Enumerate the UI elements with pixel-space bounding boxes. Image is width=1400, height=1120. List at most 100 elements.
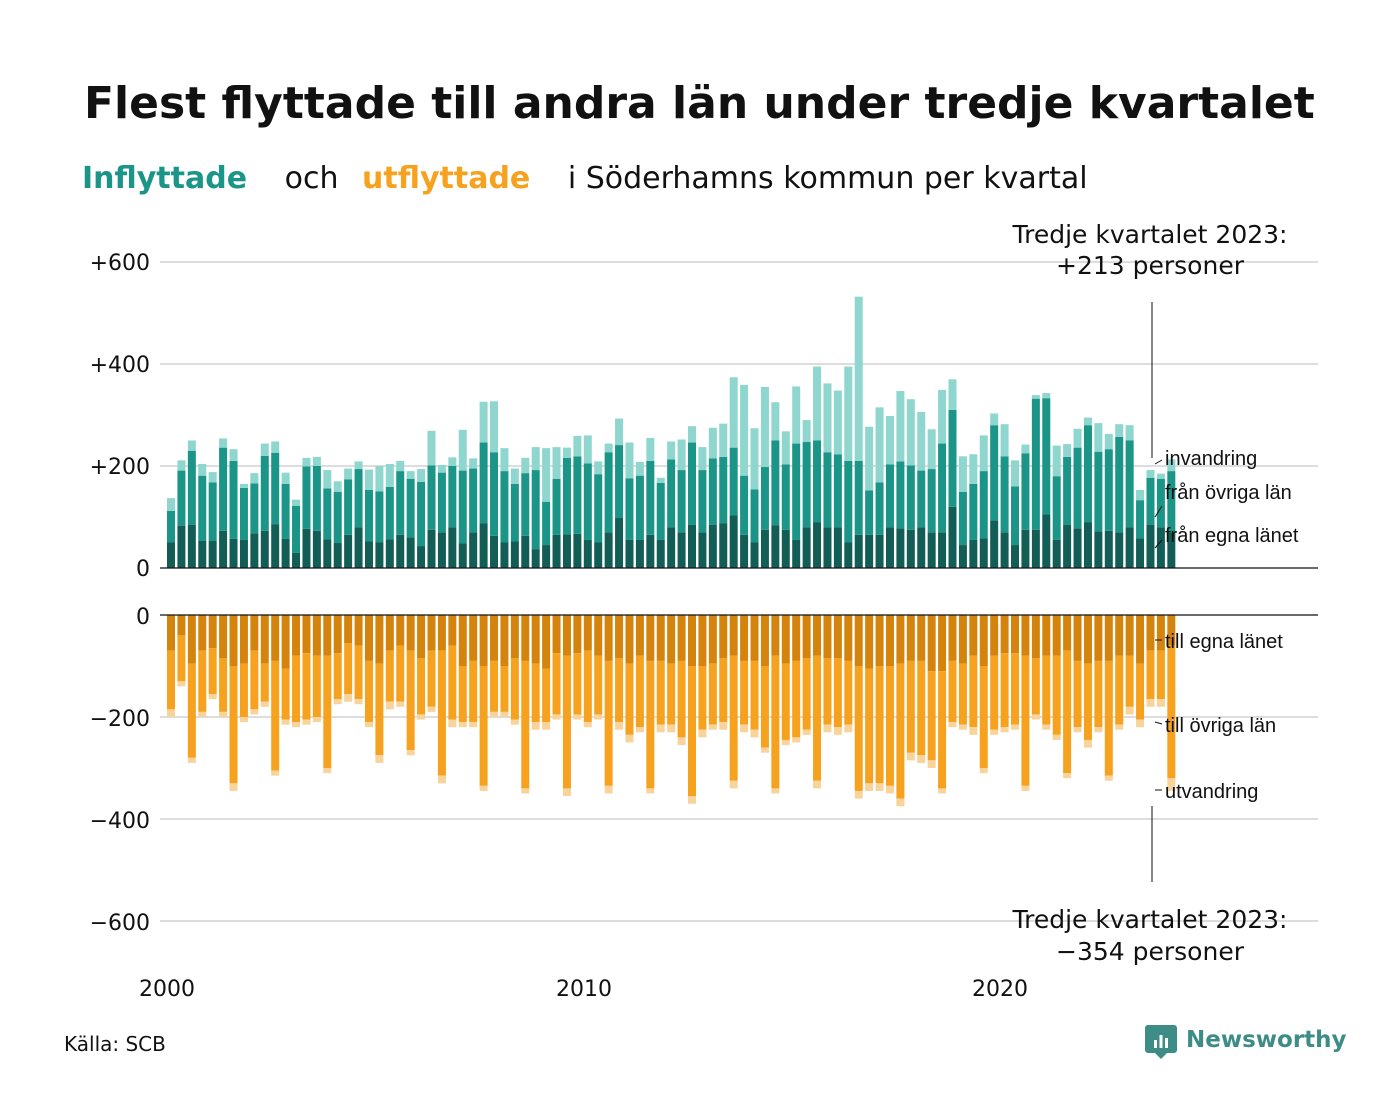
bar-outflow-till-egna-länet bbox=[396, 615, 405, 646]
bar-inflow-från-egna-länet bbox=[729, 515, 738, 568]
bar-outflow-till-egna-länet bbox=[1042, 615, 1051, 656]
bar-outflow-till-övriga-län bbox=[594, 655, 603, 715]
bar-inflow-från-egna-länet bbox=[1167, 532, 1176, 568]
bar-inflow-från-övriga-län bbox=[323, 488, 332, 540]
bar-inflow-från-egna-länet bbox=[906, 529, 915, 568]
bar-outflow-utvandring bbox=[646, 788, 655, 794]
bar-outflow-till-övriga-län bbox=[906, 660, 915, 753]
bar-inflow-från-egna-länet bbox=[792, 539, 801, 568]
bar-outflow-utvandring bbox=[573, 714, 582, 720]
side-label-invandring: invandring bbox=[1165, 448, 1257, 470]
bar-outflow-till-övriga-län bbox=[1104, 660, 1113, 776]
bar-inflow-från-övriga-län bbox=[239, 487, 248, 540]
y-tick-label: −600 bbox=[90, 911, 150, 936]
bar-inflow-från-övriga-län bbox=[1094, 451, 1103, 532]
bar-inflow-från-övriga-län bbox=[990, 425, 999, 521]
bar-inflow-invandring bbox=[500, 448, 509, 472]
bar-outflow-till-övriga-län bbox=[187, 663, 196, 758]
bar-outflow-till-egna-länet bbox=[219, 615, 228, 659]
bar-outflow-till-egna-länet bbox=[698, 615, 707, 666]
bar-inflow-invandring bbox=[1073, 428, 1082, 448]
bar-inflow-invandring bbox=[750, 428, 759, 490]
bar-outflow-utvandring bbox=[177, 681, 186, 687]
bar-inflow-invandring bbox=[740, 384, 749, 476]
bar-inflow-invandring bbox=[573, 435, 582, 457]
bar-outflow-utvandring bbox=[1146, 699, 1155, 707]
bar-outflow-till-egna-länet bbox=[208, 615, 217, 649]
bar-inflow-invandring bbox=[260, 443, 269, 456]
bar-outflow-till-egna-länet bbox=[583, 615, 592, 651]
bar-outflow-till-övriga-län bbox=[583, 650, 592, 723]
bar-inflow-invandring bbox=[625, 442, 634, 479]
bar-outflow-till-övriga-län bbox=[542, 668, 551, 723]
bar-outflow-utvandring bbox=[865, 783, 874, 791]
bar-inflow-från-övriga-län bbox=[875, 482, 884, 535]
bar-outflow-till-egna-länet bbox=[437, 615, 446, 651]
bar-inflow-från-egna-länet bbox=[500, 542, 509, 568]
bar-outflow-utvandring bbox=[594, 714, 603, 720]
bar-outflow-till-övriga-län bbox=[667, 663, 676, 725]
bar-outflow-till-övriga-län bbox=[427, 650, 436, 707]
bar-inflow-från-övriga-län bbox=[250, 483, 259, 534]
side-label-connector bbox=[1154, 459, 1163, 465]
bar-inflow-från-övriga-län bbox=[948, 409, 957, 507]
bar-inflow-invandring bbox=[1021, 444, 1030, 454]
bar-outflow-till-egna-länet bbox=[1115, 615, 1124, 656]
bar-inflow-från-övriga-län bbox=[1031, 398, 1040, 530]
bar-outflow-till-övriga-län bbox=[833, 658, 842, 728]
bar-inflow-från-övriga-län bbox=[583, 463, 592, 540]
bar-inflow-invandring bbox=[208, 472, 217, 483]
bar-outflow-till-övriga-län bbox=[625, 663, 634, 735]
bar-inflow-från-egna-länet bbox=[490, 535, 499, 568]
bar-outflow-till-övriga-län bbox=[865, 668, 874, 784]
bar-outflow-till-egna-länet bbox=[364, 615, 373, 661]
bar-inflow-från-egna-länet bbox=[1156, 527, 1165, 568]
bar-inflow-invandring bbox=[1115, 424, 1124, 437]
bar-outflow-till-egna-länet bbox=[958, 615, 967, 664]
bar-inflow-från-övriga-län bbox=[688, 442, 696, 525]
bar-inflow-invandring bbox=[688, 426, 696, 443]
bar-inflow-invandring bbox=[854, 296, 863, 461]
bar-outflow-utvandring bbox=[406, 750, 415, 756]
bar-inflow-från-övriga-län bbox=[719, 456, 728, 524]
bar-outflow-till-övriga-län bbox=[271, 660, 280, 771]
bar-outflow-till-egna-länet bbox=[198, 615, 207, 651]
bar-outflow-utvandring bbox=[896, 798, 905, 807]
bar-inflow-invandring bbox=[604, 443, 613, 453]
bar-outflow-utvandring bbox=[500, 711, 509, 717]
bar-inflow-från-övriga-län bbox=[490, 452, 499, 536]
bar-inflow-från-övriga-län bbox=[594, 474, 603, 543]
bar-outflow-till-egna-länet bbox=[823, 615, 832, 659]
bar-inflow-från-egna-länet bbox=[927, 532, 936, 568]
bar-inflow-från-övriga-län bbox=[542, 501, 551, 546]
side-label-fran-ovriga-lan: från övriga län bbox=[1165, 482, 1292, 504]
bar-outflow-till-övriga-län bbox=[437, 650, 446, 776]
bar-outflow-till-övriga-län bbox=[208, 648, 217, 695]
bar-inflow-från-övriga-län bbox=[979, 471, 988, 539]
bar-inflow-från-övriga-län bbox=[813, 440, 822, 523]
bar-outflow-till-övriga-län bbox=[885, 666, 894, 786]
bar-outflow-till-övriga-län bbox=[1125, 655, 1134, 707]
bar-outflow-till-egna-länet bbox=[656, 615, 665, 661]
bar-outflow-till-egna-länet bbox=[688, 615, 696, 666]
bar-outflow-till-egna-länet bbox=[187, 615, 196, 664]
annotation-bottom-line2: −354 personer bbox=[1056, 937, 1245, 966]
bar-outflow-utvandring bbox=[1000, 727, 1009, 733]
bar-outflow-till-övriga-län bbox=[677, 660, 686, 738]
bar-inflow-från-egna-länet bbox=[760, 529, 769, 568]
bar-outflow-till-egna-länet bbox=[750, 615, 759, 661]
bar-inflow-från-egna-länet bbox=[375, 542, 384, 568]
bar-outflow-utvandring bbox=[927, 760, 936, 768]
subtitle-rest: i Söderhamns kommun per kvartal bbox=[568, 161, 1088, 196]
bar-inflow-från-egna-länet bbox=[583, 539, 592, 568]
bar-inflow-från-egna-länet bbox=[1063, 524, 1072, 568]
bar-outflow-till-egna-länet bbox=[635, 615, 644, 656]
bar-outflow-utvandring bbox=[1052, 734, 1061, 740]
bar-inflow-från-övriga-län bbox=[396, 471, 405, 535]
side-label-utvandring: utvandring bbox=[1165, 781, 1258, 803]
bar-inflow-från-övriga-län bbox=[906, 465, 915, 530]
bar-inflow-invandring bbox=[1125, 425, 1134, 441]
bar-inflow-från-egna-länet bbox=[542, 545, 551, 568]
bar-outflow-utvandring bbox=[688, 796, 696, 804]
